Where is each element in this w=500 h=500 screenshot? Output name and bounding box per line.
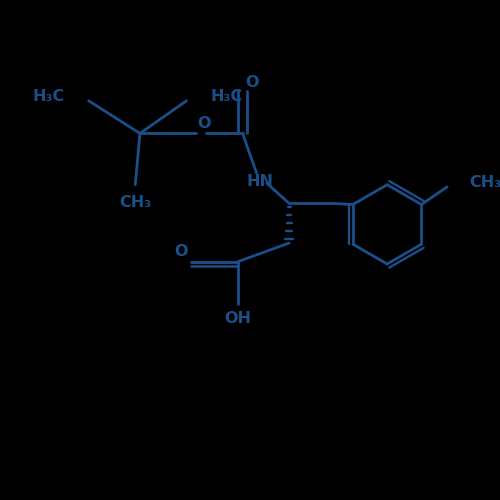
- Text: O: O: [245, 74, 258, 90]
- Text: CH₃: CH₃: [470, 174, 500, 190]
- Text: H₃C: H₃C: [211, 88, 243, 104]
- Text: O: O: [198, 116, 211, 130]
- Text: HN: HN: [247, 174, 274, 189]
- Text: H₃C: H₃C: [32, 88, 64, 104]
- Text: CH₃: CH₃: [119, 195, 152, 210]
- Text: O: O: [174, 244, 188, 259]
- Text: OH: OH: [224, 311, 252, 326]
